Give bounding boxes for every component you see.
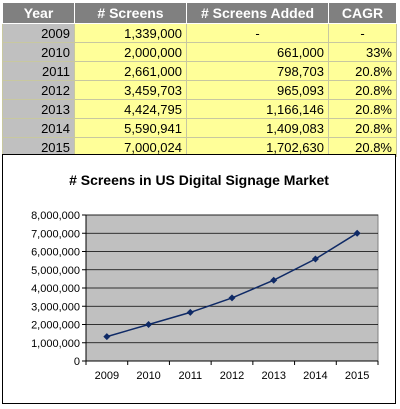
- y-tick-label: 4,000,000: [31, 283, 80, 295]
- cell-screens-added: 798,703: [186, 61, 329, 81]
- table-row: 2011 2,661,000 798,703 20.8%: [2, 61, 397, 81]
- header-cagr: CAGR: [328, 2, 397, 24]
- table-row: 2015 7,000,024 1,702,630 20.8%: [2, 137, 397, 157]
- cell-screens-added: -: [186, 23, 329, 43]
- line-chart: # Screens in US Digital Signage Market 0…: [31, 172, 379, 382]
- cell-screens: 7,000,024: [74, 137, 187, 157]
- data-point: [186, 308, 194, 316]
- data-point: [311, 255, 319, 263]
- x-tick-label: 2012: [220, 370, 244, 382]
- cell-cagr: 20.8%: [328, 61, 397, 81]
- cell-screens-added: 661,000: [186, 42, 329, 62]
- data-point: [353, 229, 361, 237]
- cell-screens-added: 1,409,083: [186, 118, 329, 138]
- cell-year: 2010: [2, 42, 75, 62]
- data-point: [270, 276, 278, 284]
- data-table: Year # Screens # Screens Added CAGR 2009…: [2, 2, 397, 157]
- y-tick-label: 2,000,000: [31, 320, 80, 332]
- y-tick-label: 0: [74, 356, 80, 368]
- cell-screens: 4,424,795: [74, 99, 187, 119]
- y-tick-label: 8,000,000: [31, 210, 80, 222]
- y-tick-label: 5,000,000: [31, 265, 80, 277]
- table-row: 2014 5,590,941 1,409,083 20.8%: [2, 118, 397, 138]
- cell-cagr: 33%: [328, 42, 397, 62]
- x-tick-label: 2015: [345, 370, 369, 382]
- cell-year: 2009: [2, 23, 75, 43]
- cell-screens: 1,339,000: [74, 23, 187, 43]
- y-tick-label: 7,000,000: [31, 228, 80, 240]
- chart-title: # Screens in US Digital Signage Market: [69, 172, 329, 188]
- cell-screens: 3,459,703: [74, 80, 187, 100]
- page: Year # Screens # Screens Added CAGR 2009…: [2, 2, 398, 157]
- plot-area: 0 1,000,000 2,000,000 3,000,000 4,000,000 5,0…: [31, 210, 379, 382]
- header-year: Year: [2, 2, 75, 24]
- cell-screens: 2,661,000: [74, 61, 187, 81]
- data-point: [103, 333, 111, 341]
- data-point: [145, 321, 153, 328]
- x-tick-label: 2011: [178, 370, 202, 382]
- cell-year: 2011: [2, 61, 75, 81]
- y-tick-label: 1,000,000: [31, 338, 80, 350]
- cell-screens-added: 1,702,630: [186, 137, 329, 157]
- chart-panel: # Screens in US Digital Signage Market 0…: [2, 154, 396, 404]
- cell-year: 2013: [2, 99, 75, 119]
- cell-screens-added: 965,093: [186, 80, 329, 100]
- y-tick-label: 6,000,000: [31, 247, 80, 259]
- table-row: 2009 1,339,000- -: [2, 23, 397, 43]
- table-body: 2009 1,339,000- -2010 2,000,000 661,000 33% 20…: [2, 23, 397, 157]
- y-tick-label: 3,000,000: [31, 301, 80, 313]
- table-header-row: Year # Screens # Screens Added CAGR: [2, 2, 397, 24]
- cell-cagr: 20.8%: [328, 80, 397, 100]
- table-row: 2013 4,424,795 1,166,146 20.8%: [2, 99, 397, 119]
- x-tick-label: 2013: [261, 370, 285, 382]
- cell-year: 2015: [2, 137, 75, 157]
- header-screens-added: # Screens Added: [186, 2, 329, 24]
- cell-screens: 5,590,941: [74, 118, 187, 138]
- data-point: [228, 294, 236, 302]
- cell-screens-added: 1,166,146: [186, 99, 329, 119]
- x-tick-label: 2009: [95, 370, 119, 382]
- cell-screens: 2,000,000: [74, 42, 187, 62]
- cell-cagr: 20.8%: [328, 99, 397, 119]
- cell-cagr: -: [328, 23, 397, 43]
- x-tick-label: 2010: [136, 370, 160, 382]
- header-screens: # Screens: [74, 2, 187, 24]
- x-tick-label: 2014: [303, 370, 327, 382]
- table-row: 2012 3,459,703 965,093 20.8%: [2, 80, 397, 100]
- table-row: 2010 2,000,000 661,000 33%: [2, 42, 397, 62]
- cell-cagr: 20.8%: [328, 118, 397, 138]
- cell-year: 2014: [2, 118, 75, 138]
- cell-year: 2012: [2, 80, 75, 100]
